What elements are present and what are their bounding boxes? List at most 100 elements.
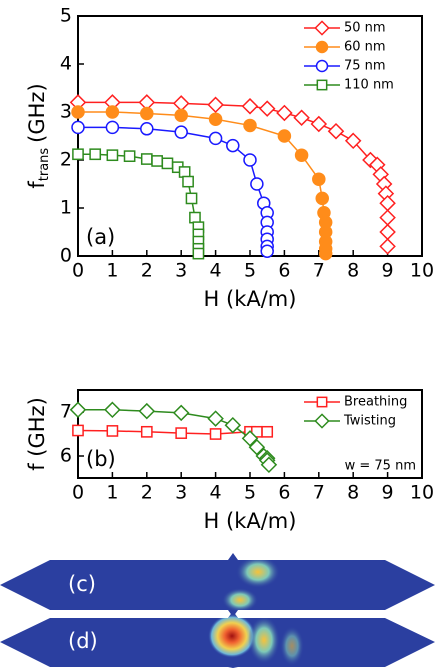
y-tick-label: 4	[60, 53, 72, 75]
marker	[277, 129, 292, 143]
legend-label: 110 nm	[344, 78, 394, 93]
y-axis-label: ftrans (GHz)	[25, 83, 52, 188]
marker	[207, 410, 224, 427]
marker	[208, 112, 223, 126]
marker	[192, 247, 205, 260]
marker	[174, 125, 188, 139]
marker	[241, 97, 259, 115]
x-tick-label: 6	[278, 260, 290, 282]
y-tick-label: 6	[60, 445, 72, 467]
legend-label: 50 nm	[344, 21, 386, 36]
y-tick-label: 5	[60, 5, 72, 27]
series-line	[78, 101, 389, 247]
marker	[105, 120, 120, 135]
x-tick-label: 0	[72, 260, 84, 282]
marker	[318, 246, 333, 261]
x-tick-label: 8	[347, 482, 359, 504]
x-tick-label: 3	[175, 260, 187, 282]
x-tick-label: 7	[313, 260, 325, 282]
marker	[172, 404, 190, 422]
legend-marker	[316, 396, 328, 408]
note: w = 75 nm	[345, 459, 416, 474]
y-axis-label-main: f	[25, 181, 49, 189]
x-tick-label: 10	[410, 260, 434, 282]
x-tick-label: 10	[410, 482, 434, 504]
y-axis-label: f (GHz)	[25, 397, 49, 471]
legend-marker	[315, 59, 329, 73]
y-tick-label: 0	[60, 245, 72, 267]
legend-label: 75 nm	[344, 59, 386, 74]
marker	[182, 175, 194, 188]
marker	[250, 177, 264, 191]
x-tick-label: 5	[244, 260, 256, 282]
y-tick-label: 1	[60, 197, 72, 219]
x-tick-label: 0	[72, 482, 84, 504]
marker	[243, 118, 257, 133]
legend-marker	[314, 413, 330, 429]
x-tick-label: 4	[210, 260, 222, 282]
x-tick-label: 2	[141, 482, 153, 504]
y-axis-label-sub: trans	[37, 148, 52, 182]
marker	[315, 191, 329, 206]
marker	[379, 209, 396, 226]
marker	[362, 151, 379, 169]
marker	[69, 401, 87, 419]
marker	[207, 96, 224, 114]
marker	[294, 148, 309, 162]
marker	[105, 105, 120, 119]
panel-label: (c)	[68, 572, 96, 596]
x-tick-label: 9	[382, 482, 394, 504]
marker	[310, 115, 328, 133]
annotation: (b)	[86, 447, 116, 471]
marker	[140, 153, 153, 165]
marker	[140, 106, 154, 121]
x-tick-label: 7	[313, 482, 325, 504]
series-line	[77, 429, 268, 435]
marker	[71, 105, 85, 119]
legend-marker	[316, 79, 328, 91]
marker	[226, 138, 240, 153]
x-tick-label: 3	[175, 482, 187, 504]
marker	[209, 428, 222, 440]
marker	[208, 131, 223, 146]
y-tick-label: 3	[60, 101, 72, 123]
legend-label: 60 nm	[344, 40, 386, 55]
marker	[243, 153, 257, 167]
marker	[248, 438, 266, 456]
marker	[138, 402, 156, 420]
marker	[178, 166, 191, 178]
marker	[260, 244, 274, 258]
marker	[312, 172, 326, 186]
annotation: (a)	[86, 225, 115, 249]
x-tick-label: 2	[141, 260, 153, 282]
legend-marker	[314, 20, 330, 36]
marker	[104, 401, 121, 419]
x-tick-label: 9	[382, 260, 394, 282]
marker	[72, 148, 84, 161]
marker	[175, 427, 188, 439]
marker	[71, 120, 85, 135]
marker	[293, 109, 310, 127]
marker	[258, 100, 276, 117]
y-tick-label: 7	[60, 401, 72, 423]
marker	[140, 122, 154, 136]
x-axis-label: H (kA/m)	[204, 509, 297, 533]
x-tick-label: 1	[106, 260, 118, 282]
marker	[151, 155, 163, 167]
marker	[379, 223, 396, 241]
legend-marker	[315, 40, 329, 54]
marker	[172, 95, 190, 112]
marker	[344, 132, 362, 150]
x-tick-label: 4	[210, 482, 222, 504]
marker	[123, 150, 136, 163]
x-tick-label: 5	[244, 482, 256, 504]
marker	[89, 148, 102, 161]
marker	[140, 425, 153, 438]
marker	[185, 192, 198, 205]
panel-c: (c)	[0, 553, 435, 617]
x-tick-label: 1	[106, 482, 118, 504]
marker	[174, 108, 188, 123]
legend-label: Breathing	[344, 395, 407, 410]
